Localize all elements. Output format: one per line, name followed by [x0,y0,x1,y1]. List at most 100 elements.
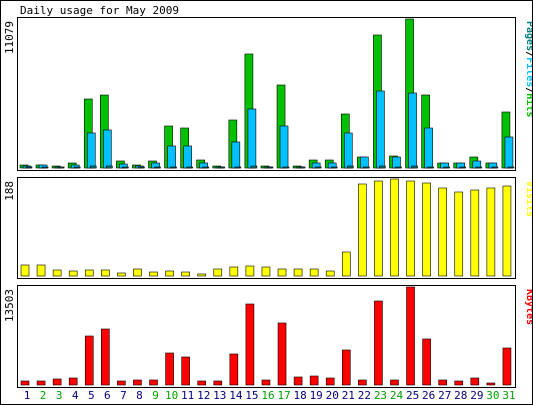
bar-files-day-14 [231,141,241,169]
bar-visits-day-15 [245,265,255,277]
x-tick-label-3: 3 [56,389,63,402]
bar-pages-day-16 [266,166,274,169]
x-tick-label-7: 7 [120,389,127,402]
x-tick-label-16: 16 [261,389,274,402]
bar-pages-day-12 [202,166,210,169]
bar-kbytes-day-29 [470,377,480,386]
x-tick-label-19: 19 [310,389,323,402]
x-tick-label-2: 2 [40,389,47,402]
bar-kbytes-day-24 [390,379,399,386]
bar-pages-day-31 [507,166,515,169]
bar-visits-day-8 [133,268,142,277]
x-tick-label-27: 27 [438,389,451,402]
x-tick-label-8: 8 [136,389,143,402]
x-tick-label-31: 31 [502,389,515,402]
bar-visits-day-7 [117,272,126,277]
bar-visits-day-11 [181,271,190,277]
legend-part-hits-0: Pages [524,21,533,51]
bar-visits-day-9 [149,271,158,277]
bar-visits-day-23 [374,180,383,277]
bar-kbytes-day-8 [133,379,142,386]
bar-files-day-10 [167,145,176,169]
bar-kbytes-day-7 [117,380,126,386]
bar-pages-day-1 [25,166,33,169]
bar-kbytes-day-25 [406,286,415,386]
bar-visits-day-4 [68,270,78,277]
legend-visits: Visits [524,181,533,217]
bar-kbytes-day-23 [374,300,383,386]
panel-border [17,177,516,279]
chart-panels: 11079Pages/Files/Hits188Visits13503KByte… [3,17,533,388]
bar-files-day-17 [279,125,289,169]
legend-part-hits-4: Hits [524,93,533,117]
bar-pages-day-6 [106,165,113,169]
bar-kbytes-day-5 [84,335,94,386]
bar-visits-day-5 [84,269,94,277]
x-tick-label-26: 26 [422,389,435,402]
panel-border [17,285,516,388]
bar-visits-day-14 [229,266,239,277]
bar-kbytes-day-12 [197,380,207,386]
bar-files-day-11 [183,145,192,169]
x-tick-label-11: 11 [181,389,194,402]
bar-pages-day-25 [411,165,418,169]
bar-visits-day-1 [20,264,30,277]
chart-title: Daily usage for May 2009 [20,4,179,17]
bar-kbytes-day-1 [20,380,30,386]
bar-visits-day-24 [390,178,399,277]
bar-pages-day-20 [330,166,338,169]
bar-files-day-25 [408,92,417,169]
bar-kbytes-day-14 [229,353,239,386]
legend-hits: Pages/Files/Hits [524,21,533,117]
x-tick-label-1: 1 [24,389,31,402]
bar-pages-day-24 [395,166,402,169]
x-tick-label-22: 22 [358,389,371,402]
x-tick-label-20: 20 [326,389,339,402]
legend-part-hits-1: / [524,51,533,57]
bar-files-day-31 [504,136,514,169]
bar-visits-day-2 [36,264,46,277]
bar-kbytes-day-22 [358,379,367,386]
x-tick-label-21: 21 [342,389,355,402]
bar-pages-day-26 [427,166,434,169]
bar-pages-day-30 [491,166,499,169]
bar-kbytes-day-28 [454,380,464,386]
bar-pages-day-15 [250,165,258,169]
bar-files-day-5 [86,132,96,169]
bar-files-day-23 [376,90,385,169]
x-tick-label-24: 24 [390,389,404,402]
bar-kbytes-day-4 [68,377,78,386]
bar-visits-day-13 [213,268,223,277]
bar-files-day-24 [392,156,401,169]
bar-pages-day-11 [186,166,193,169]
bar-kbytes-day-17 [277,322,287,386]
bar-visits-day-6 [101,269,110,277]
max-label-kbytes: 13503 [3,289,16,322]
x-tick-label-18: 18 [294,389,307,402]
bar-pages-day-14 [234,166,242,169]
bar-kbytes-day-19 [309,375,319,386]
bar-kbytes-day-16 [261,379,271,386]
legend-kbytes: KBytes [524,289,533,325]
bar-files-day-6 [103,129,112,169]
panel-visits: 188 Visits [3,177,533,279]
bar-visits-day-22 [358,183,367,277]
bar-visits-day-25 [406,180,415,277]
bar-visits-day-27 [438,187,447,277]
bar-visits-day-18 [293,268,303,277]
panel-kbytes: 13503 KBytes [3,285,533,388]
x-tick-label-13: 13 [213,389,226,402]
bar-pages-day-29 [475,166,483,169]
x-axis-labels: 1 2 3 4 5 6 7 8 9 10 11 12 13 14 15 16 17 18 19 20 21 22 23 24 2… [24,389,516,402]
bar-visits-day-3 [52,269,62,277]
x-tick-label-15: 15 [245,389,258,402]
x-tick-label-17: 17 [277,389,290,402]
x-tick-label-4: 4 [72,389,79,402]
bar-pages-day-5 [89,165,97,169]
bar-visits-day-17 [277,268,287,277]
bar-pages-day-28 [459,166,467,169]
bar-kbytes-day-3 [52,378,62,386]
